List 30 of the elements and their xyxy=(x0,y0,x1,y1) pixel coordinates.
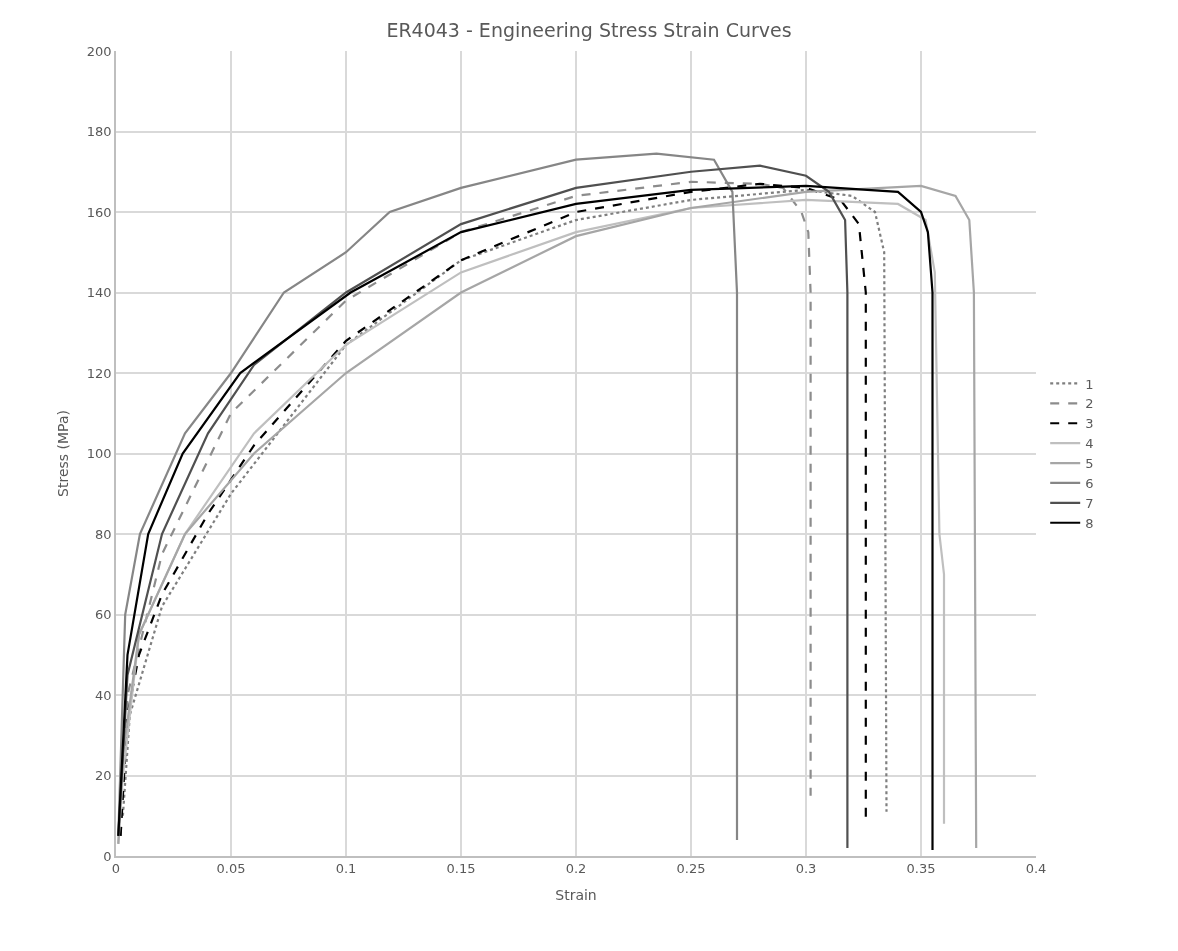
y-tick-label: 20 xyxy=(95,768,112,784)
y-tick-label: 140 xyxy=(86,285,112,301)
legend-label: 8 xyxy=(1085,515,1094,531)
y-tick-label: 160 xyxy=(86,204,112,220)
y-tick-label: 40 xyxy=(95,687,112,703)
x-tick-label: 0.15 xyxy=(446,861,476,877)
y-axis-title: Stress (MPa) xyxy=(54,410,71,497)
chart-title: ER4043 - Engineering Stress Strain Curves xyxy=(386,19,792,42)
x-tick-label: 0.25 xyxy=(676,861,706,877)
x-tick-label: 0.3 xyxy=(795,861,817,877)
x-tick-label: 0.05 xyxy=(216,861,246,877)
y-tick-label: 60 xyxy=(95,607,112,623)
x-tick-label: 0.4 xyxy=(1025,861,1047,877)
legend-label: 2 xyxy=(1085,396,1094,412)
legend-label: 1 xyxy=(1085,376,1094,392)
x-tick-label: 0.35 xyxy=(906,861,936,877)
legend-label: 7 xyxy=(1085,495,1094,511)
y-tick-label: 80 xyxy=(95,526,112,542)
legend-label: 5 xyxy=(1085,456,1094,472)
x-tick-label: 0.2 xyxy=(565,861,587,877)
legend-label: 6 xyxy=(1085,476,1094,492)
y-tick-label: 200 xyxy=(86,43,112,59)
y-tick-label: 120 xyxy=(86,365,112,381)
x-tick-label: 0.1 xyxy=(335,861,357,877)
y-tick-label: 0 xyxy=(103,848,112,864)
legend-label: 4 xyxy=(1085,436,1094,452)
y-tick-label: 100 xyxy=(86,446,112,462)
legend-label: 3 xyxy=(1085,416,1094,432)
x-axis-title: Strain xyxy=(555,887,597,904)
y-tick-label: 180 xyxy=(86,124,112,140)
